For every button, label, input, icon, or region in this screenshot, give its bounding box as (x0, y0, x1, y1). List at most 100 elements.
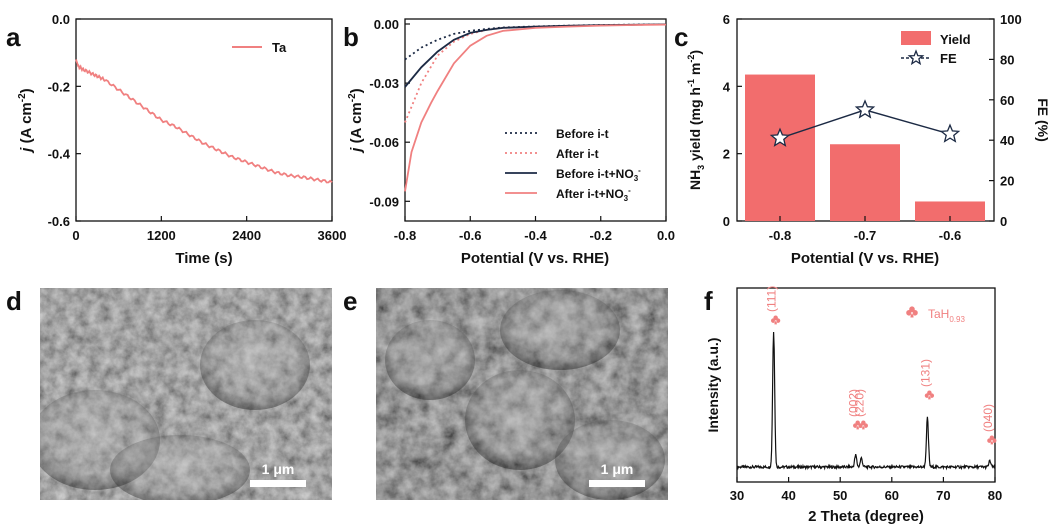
panel-c-chart: -0.8 -0.7 -0.6 0 2 4 6 0 20 40 60 80 100 Yield FE … (686, 12, 1051, 267)
series-line-b-3 (404, 23, 667, 192)
legend-club-icon (906, 306, 918, 318)
panel-label-e: e (343, 286, 357, 316)
legend-label-ta: Ta (272, 40, 287, 55)
ytick-label-a: -0.2 (48, 79, 70, 94)
fe-point-star (769, 127, 791, 147)
legend-swatch-fe-star (907, 49, 925, 66)
y2label-c: FE (%) (1035, 98, 1051, 142)
legend-tah-main: TaH (928, 307, 949, 321)
xtick-label-f: 60 (885, 488, 899, 503)
xtick-label-b: -0.2 (590, 228, 612, 243)
sem-image-e: 1 μm (376, 288, 668, 500)
xtick-label-f: 40 (781, 488, 795, 503)
peak-marker-club-icon (924, 390, 935, 400)
legend-label-b-sup: - (628, 186, 631, 195)
xtick-label-f: 70 (936, 488, 950, 503)
xlabel-f: 2 Theta (degree) (808, 508, 924, 525)
ytick-label-a: -0.4 (48, 147, 71, 162)
ylabel-b-italic: j (348, 147, 365, 154)
legend-swatch-yield (901, 31, 931, 45)
ylabel-f: Intensity (a.u.) (705, 338, 721, 433)
ylabel-b: j (A cm-2) (347, 88, 365, 153)
panel-label-f: f (704, 286, 713, 316)
ylabel-c-p0: NH (687, 170, 703, 190)
legend-label-b-main: Before i-t (556, 127, 609, 141)
xtick-label-f: 80 (988, 488, 1002, 503)
y2tick-label-c: 40 (1000, 133, 1014, 148)
xtick-label-f: 30 (730, 488, 744, 503)
series-line-b-0 (404, 23, 667, 61)
scale-label-d: 1 μm (262, 461, 295, 477)
y2tick-label-c: 20 (1000, 174, 1014, 189)
peak-label-f: (040) (981, 404, 995, 432)
ylabel-c-p6: ) (687, 50, 703, 55)
panel-label-c: c (674, 22, 688, 52)
ylabel-a-end: ) (18, 88, 35, 93)
scale-label-e: 1 μm (601, 461, 634, 477)
panel-f-chart: 30 40 50 60 70 80 (111) (002)(220) (131) (040) T… (705, 286, 1002, 525)
peak-label-f: (111) (765, 286, 779, 312)
ytick-label-b: 0.00 (374, 17, 399, 32)
peak-marker-club-icon (987, 435, 997, 445)
y2tick-label-c: 100 (1000, 12, 1022, 27)
panel-b-chart: -0.8 -0.6 -0.4 -0.2 0.0 0.00-0.03-0.06-0.09 … (347, 17, 675, 267)
ylabel-b-main: (A cm (348, 102, 365, 147)
plot-frame-f (736, 287, 996, 483)
xlabel-c: Potential (V vs. RHE) (791, 250, 939, 267)
xrd-pattern-line (736, 331, 996, 471)
legend-label-b-sub: 3 (634, 174, 639, 183)
legend-label-tah: TaH0.93 (928, 307, 965, 324)
ytick-label-a: 0.0 (52, 12, 70, 27)
xlabel-a: Time (s) (175, 250, 232, 267)
ylabel-a: j (A cm-2) (17, 88, 35, 153)
xtick-label-f: 50 (833, 488, 847, 503)
ylabel-c-p1: 3 (696, 165, 706, 170)
legend-label-b-0: Before i-t (556, 127, 609, 141)
ylabel-a-sup: -2 (17, 93, 28, 102)
ylabel-c-p5: -2 (686, 55, 696, 63)
xtick-label-b: -0.4 (524, 228, 547, 243)
y2tick-label-c: 80 (1000, 52, 1014, 67)
panel-label-b: b (343, 22, 359, 52)
ytick-label-b: -0.03 (369, 76, 399, 91)
ylabel-c-p4: m (687, 63, 703, 79)
peak-marker-club-icon (858, 420, 868, 430)
xtick-label-c: -0.7 (854, 228, 876, 243)
ylabel-c-p3: -1 (686, 79, 696, 87)
peak-marker-club-icon (770, 315, 781, 325)
legend-label-b-1: After i-t (556, 147, 599, 161)
xtick-label-c: -0.6 (939, 228, 961, 243)
peak-label-f: (220) (852, 389, 866, 417)
bar-yield (830, 144, 900, 221)
ytick-label-c: 4 (723, 79, 731, 94)
legend-label-b-2: Before i-t+NO3- (556, 166, 641, 183)
xtick-label-b: -0.8 (394, 228, 416, 243)
sem-image-d: 1 μm (40, 288, 332, 500)
xtick-label-a: 3600 (318, 228, 347, 243)
xtick-label-a: 1200 (147, 228, 176, 243)
scale-bar-d (250, 480, 306, 487)
ytick-label-c: 6 (723, 12, 730, 27)
xlabel-b: Potential (V vs. RHE) (461, 250, 609, 267)
xtick-label-b: 0.0 (657, 228, 675, 243)
xtick-label-a: 2400 (232, 228, 261, 243)
ytick-label-c: 2 (723, 147, 730, 162)
xtick-label-c: -0.8 (769, 228, 791, 243)
legend-label-b-3: After i-t+NO3- (556, 186, 631, 203)
ylabel-a-italic: j (18, 147, 35, 154)
bar-yield (915, 201, 985, 221)
y2tick-label-c: 0 (1000, 214, 1007, 229)
ytick-label-b: -0.06 (369, 135, 399, 150)
plot-frame-b (404, 18, 667, 222)
legend-label-b-sub: 3 (624, 194, 629, 203)
bar-yield (745, 74, 815, 221)
ylabel-c-p2: yield (mg h (687, 87, 703, 165)
panel-label-d: d (6, 286, 22, 316)
legend-label-yield: Yield (940, 32, 971, 47)
xtick-label-a: 0 (72, 228, 79, 243)
series-line-b-1 (404, 23, 667, 123)
ylabel-b-end: ) (348, 88, 365, 93)
series-line-b-2 (404, 23, 667, 88)
legend-tah-sub: 0.93 (949, 315, 965, 324)
